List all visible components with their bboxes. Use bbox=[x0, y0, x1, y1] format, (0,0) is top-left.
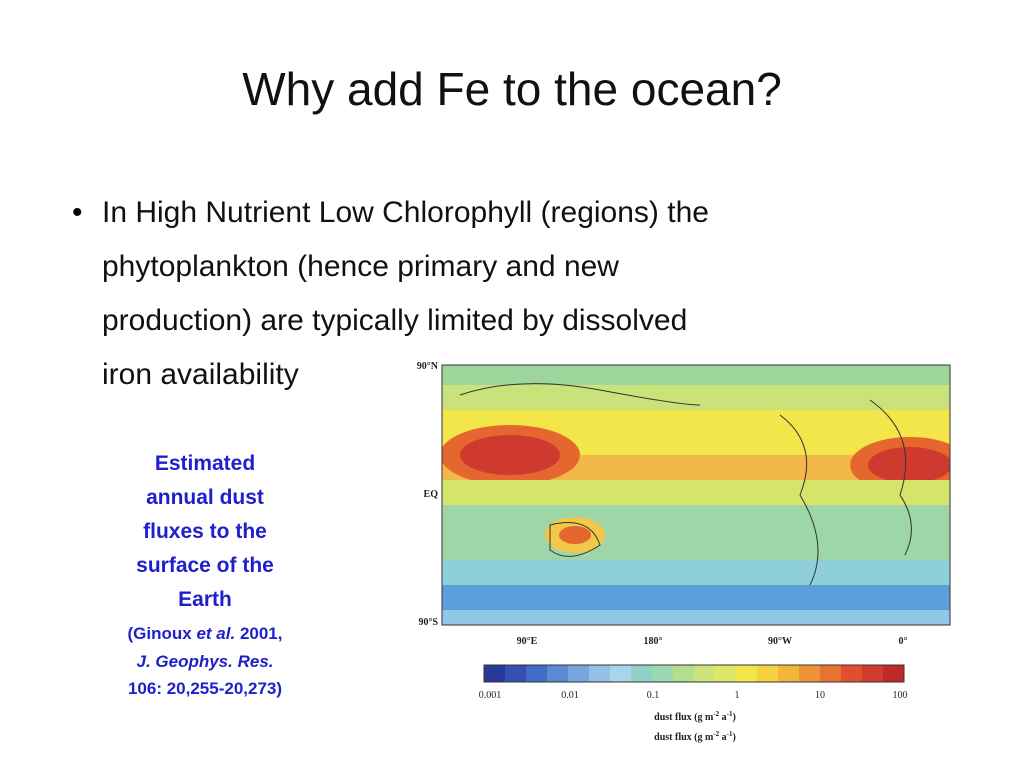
colorbar-swatch bbox=[568, 665, 590, 682]
colorbar-label: 10 bbox=[815, 690, 825, 701]
unit-label: dust flux (g m-2 a-1) bbox=[654, 730, 736, 743]
text: -1 bbox=[727, 710, 733, 718]
text: -2 bbox=[713, 730, 719, 738]
caption-line: fluxes to the bbox=[143, 520, 267, 543]
colorbar bbox=[483, 664, 905, 683]
colorbar-swatch bbox=[505, 665, 527, 682]
colorbar-frame bbox=[483, 664, 905, 683]
bullet-dot: • bbox=[72, 196, 83, 229]
bullet-line: phytoplankton (hence primary and new bbox=[102, 250, 619, 283]
text: dust flux (g m bbox=[654, 712, 714, 723]
citation-line: (Ginoux et al. 2001, bbox=[90, 624, 320, 644]
colorbar-label: 1 bbox=[735, 690, 740, 701]
lon-label: 180° bbox=[644, 636, 663, 647]
lon-label: 90°W bbox=[768, 636, 792, 647]
lon-label: 90°E bbox=[517, 636, 538, 647]
unit-label: dust flux (g m-2 a-1) bbox=[654, 710, 736, 723]
colorbar-swatch bbox=[841, 665, 863, 682]
colorbar-swatch bbox=[631, 665, 653, 682]
slide-title: Why add Fe to the ocean? bbox=[242, 63, 782, 115]
caption-line: annual dust bbox=[146, 486, 264, 509]
colorbar-swatch bbox=[547, 665, 569, 682]
colorbar-swatch bbox=[610, 665, 632, 682]
citation-text: 2001, bbox=[235, 624, 283, 643]
colorbar-swatch bbox=[673, 665, 695, 682]
caption-line: surface of the bbox=[136, 554, 274, 577]
bullet-line: In High Nutrient Low Chlorophyll (region… bbox=[102, 196, 709, 229]
colorbar-swatch bbox=[652, 665, 674, 682]
caption-line: Earth bbox=[178, 588, 232, 611]
colorbar-swatch bbox=[736, 665, 758, 682]
colorbar-swatch bbox=[799, 665, 821, 682]
colorbar-swatch bbox=[484, 665, 506, 682]
text: -1 bbox=[727, 730, 733, 738]
colorbar-swatch bbox=[778, 665, 800, 682]
colorbar-label: 0.01 bbox=[561, 690, 579, 701]
lat-label: EQ bbox=[424, 489, 439, 500]
caption-line: Estimated bbox=[154, 452, 256, 475]
dust-map: 90°N EQ 90°S 90°E 180° 90°W 0° 0.001 0.0… bbox=[417, 361, 951, 743]
colorbar-swatch bbox=[883, 665, 905, 682]
colorbar-swatch bbox=[589, 665, 611, 682]
text: a bbox=[719, 732, 727, 743]
colorbar-label: 0.1 bbox=[647, 690, 660, 701]
lat-label: 90°N bbox=[417, 361, 439, 372]
text: a bbox=[719, 712, 727, 723]
text: ) bbox=[733, 712, 736, 723]
colorbar-swatch bbox=[694, 665, 716, 682]
colorbar-swatch bbox=[715, 665, 737, 682]
colorbar-swatch bbox=[862, 665, 884, 682]
bullet-line: production) are typically limited by dis… bbox=[102, 304, 688, 337]
lat-label: 90°S bbox=[418, 617, 438, 628]
citation-text: (Ginoux bbox=[127, 624, 197, 643]
bullet-line: iron availability bbox=[102, 358, 299, 391]
colorbar-swatch bbox=[757, 665, 779, 682]
citation-text: et al. bbox=[196, 624, 236, 643]
citation-line: 106: 20,255-20,273) bbox=[127, 679, 283, 698]
map-frame bbox=[441, 364, 951, 626]
text: dust flux (g m bbox=[654, 732, 714, 743]
colorbar-swatch bbox=[820, 665, 842, 682]
text: ) bbox=[733, 732, 736, 743]
text: -2 bbox=[713, 710, 719, 718]
citation-journal: J. Geophys. Res. bbox=[136, 652, 274, 671]
lon-label: 0° bbox=[899, 636, 908, 647]
colorbar-label: 0.001 bbox=[479, 690, 502, 701]
colorbar-label: 100 bbox=[893, 690, 908, 701]
colorbar-swatch bbox=[526, 665, 548, 682]
